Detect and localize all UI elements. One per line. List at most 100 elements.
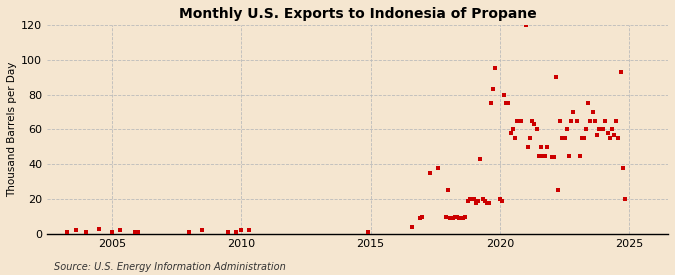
Point <box>583 101 594 106</box>
Point <box>244 228 254 233</box>
Point <box>564 153 574 158</box>
Point <box>93 227 104 231</box>
Point <box>483 200 494 205</box>
Point <box>578 136 589 140</box>
Point <box>512 119 522 123</box>
Point <box>613 136 624 140</box>
Point <box>609 133 620 137</box>
Point <box>406 225 417 229</box>
Point <box>572 119 583 123</box>
Point <box>495 197 506 201</box>
Point <box>576 136 587 140</box>
Point <box>468 197 479 201</box>
Point <box>533 153 544 158</box>
Point <box>497 199 508 203</box>
Point <box>462 199 473 203</box>
Point <box>589 119 600 123</box>
Point <box>443 188 454 192</box>
Point <box>114 228 125 233</box>
Point <box>433 166 443 170</box>
Point <box>540 153 551 158</box>
Text: Source: U.S. Energy Information Administration: Source: U.S. Energy Information Administ… <box>54 262 286 272</box>
Point <box>488 87 499 92</box>
Point <box>531 127 542 132</box>
Point <box>542 145 553 149</box>
Point <box>223 230 234 234</box>
Point <box>559 136 570 140</box>
Point <box>506 131 516 135</box>
Point <box>236 228 246 233</box>
Point <box>524 136 535 140</box>
Point <box>561 127 572 132</box>
Point <box>464 197 475 201</box>
Point <box>447 216 458 221</box>
Point <box>458 216 468 221</box>
Point <box>475 157 486 161</box>
Point <box>130 230 140 234</box>
Point <box>456 216 466 221</box>
Point <box>551 75 562 79</box>
Point <box>107 230 117 234</box>
Point <box>555 119 566 123</box>
Point <box>553 188 564 192</box>
Point <box>514 119 524 123</box>
Point <box>526 119 537 123</box>
Point <box>580 127 591 132</box>
Point <box>618 166 628 170</box>
Point <box>538 153 549 158</box>
Point <box>520 23 531 27</box>
Point <box>557 136 568 140</box>
Point <box>574 153 585 158</box>
Point <box>620 197 630 201</box>
Point <box>501 101 512 106</box>
Point <box>231 230 242 234</box>
Point <box>602 131 613 135</box>
Point <box>607 127 618 132</box>
Point <box>449 214 460 219</box>
Point <box>522 145 533 149</box>
Point <box>417 214 428 219</box>
Point <box>61 230 72 234</box>
Point <box>197 228 208 233</box>
Point <box>490 66 501 71</box>
Point <box>486 101 497 106</box>
Point <box>587 110 598 114</box>
Point <box>591 133 602 137</box>
Point <box>566 119 576 123</box>
Point <box>184 230 195 234</box>
Point <box>548 155 559 160</box>
Title: Monthly U.S. Exports to Indonesia of Propane: Monthly U.S. Exports to Indonesia of Pro… <box>179 7 537 21</box>
Point <box>568 110 578 114</box>
Point <box>616 70 626 74</box>
Point <box>510 136 520 140</box>
Point <box>529 122 540 127</box>
Point <box>503 101 514 106</box>
Point <box>80 230 91 234</box>
Point <box>598 127 609 132</box>
Point <box>479 199 490 203</box>
Point <box>477 197 488 201</box>
Point <box>70 228 81 233</box>
Point <box>470 200 481 205</box>
Point <box>425 171 435 175</box>
Point <box>611 119 622 123</box>
Point <box>132 230 143 234</box>
Point <box>481 200 492 205</box>
Point <box>454 216 464 221</box>
Point <box>585 119 596 123</box>
Point <box>600 119 611 123</box>
Point <box>473 199 484 203</box>
Point <box>445 216 456 221</box>
Point <box>535 145 546 149</box>
Point <box>414 216 425 221</box>
Point <box>516 119 526 123</box>
Point <box>546 155 557 160</box>
Point <box>499 92 510 97</box>
Point <box>460 214 471 219</box>
Point <box>508 127 518 132</box>
Y-axis label: Thousand Barrels per Day: Thousand Barrels per Day <box>7 62 17 197</box>
Point <box>440 214 451 219</box>
Point <box>452 214 462 219</box>
Point <box>593 127 604 132</box>
Point <box>362 230 373 234</box>
